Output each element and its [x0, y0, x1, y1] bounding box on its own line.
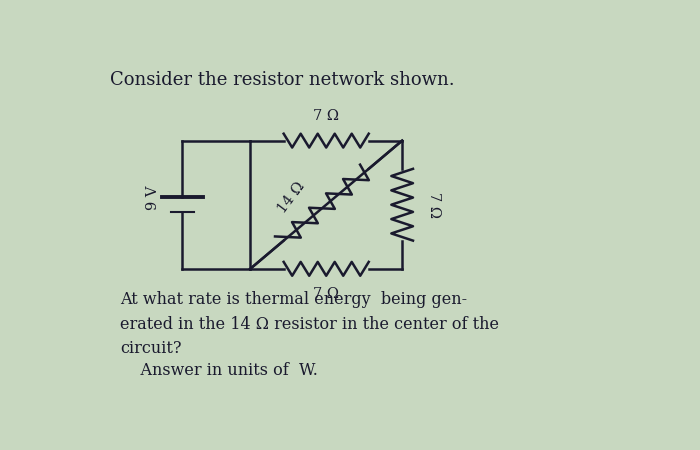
Text: erated in the 14 Ω resistor in the center of the: erated in the 14 Ω resistor in the cente… [120, 315, 499, 333]
Text: At what rate is thermal energy  being gen-: At what rate is thermal energy being gen… [120, 291, 467, 308]
Text: circuit?: circuit? [120, 340, 181, 357]
Text: Answer in units of  W.: Answer in units of W. [120, 362, 318, 379]
Text: 9 V: 9 V [146, 185, 160, 210]
Text: 7 Ω: 7 Ω [313, 287, 340, 301]
Text: 7 Ω: 7 Ω [313, 108, 340, 122]
Text: 14 Ω: 14 Ω [275, 180, 307, 216]
Text: 7 Ω: 7 Ω [426, 192, 440, 218]
Text: Consider the resistor network shown.: Consider the resistor network shown. [111, 71, 455, 89]
